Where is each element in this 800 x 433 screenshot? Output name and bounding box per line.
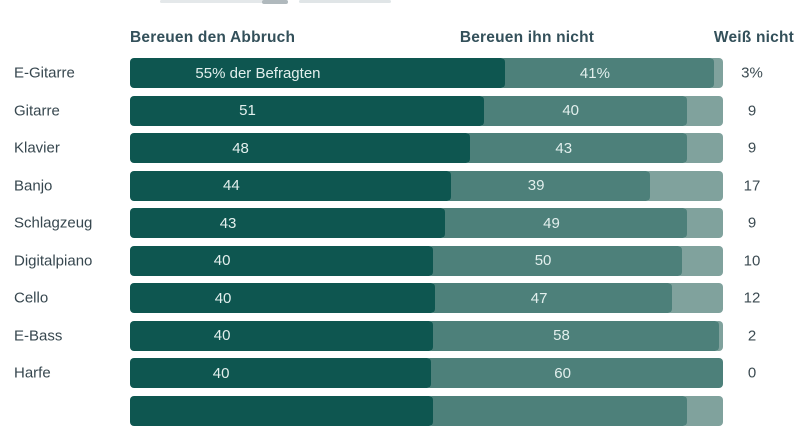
bar-segment-bereuen-nicht: 60 — [425, 358, 723, 388]
cropped-title-remnant — [160, 0, 288, 3]
bar-row: Gitarre 51 40 9 9 — [0, 95, 800, 126]
bar-segment-bereuen-abbruch: 48 — [130, 133, 470, 163]
bar-segment-weiss-nicht: 10 — [676, 245, 723, 276]
segment-value-label: 40 — [213, 252, 231, 269]
cropped-title-remnant — [299, 0, 391, 3]
bar-segment-bereuen-abbruch: 40 — [130, 358, 431, 388]
bar-segment-bereuen-nicht: 50 — [427, 245, 682, 276]
weiss-nicht-value-label: 0 — [747, 364, 757, 382]
column-header-bereuen-ihn-nicht: Bereuen ihn nicht — [459, 29, 595, 46]
segment-value-label: 49 — [543, 214, 560, 232]
stacked-bar: 40 50 10 — [130, 245, 723, 276]
segment-value-label: 39 — [527, 177, 545, 194]
segment-value-label: 41% — [579, 64, 610, 82]
stacked-bar: 51 40 9 — [130, 95, 724, 126]
weiss-nicht-value-label: 3% — [741, 64, 763, 82]
bar-row: Harfe 40 60 0 — [0, 358, 800, 388]
category-label: Gitarre — [14, 102, 60, 119]
weiss-nicht-value-label: 9 — [747, 214, 757, 232]
segment-value-label: 50 — [534, 252, 552, 269]
segment-value-label: 40 — [562, 102, 580, 119]
bar-row: Banjo 44 39 17 17 — [0, 170, 800, 201]
segment-value-label: 43 — [555, 139, 573, 157]
bar-segment-weiss-nicht: 9 — [681, 95, 724, 126]
bar-segment-bereuen-abbruch: 40 — [130, 283, 435, 313]
bar-segment-bereuen-nicht — [427, 395, 687, 426]
bar-row: Cello 40 47 12 12 — [0, 283, 800, 313]
bar-segment-bereuen-nicht: 41% — [499, 58, 715, 88]
segment-value-label: 40 — [213, 327, 231, 344]
bar-segment-bereuen-abbruch: 40 — [130, 320, 433, 351]
bar-row: E-Bass405822 — [0, 320, 800, 351]
category-label: Harfe — [14, 364, 51, 382]
segment-value-label: 43 — [219, 214, 237, 232]
bar-segment-bereuen-abbruch: 40 — [130, 245, 433, 276]
bar-segment-bereuen-nicht: 47 — [429, 283, 673, 313]
bar-segment-bereuen-nicht: 58 — [427, 320, 719, 351]
segment-value-label: 40 — [214, 289, 232, 307]
category-label: E-Bass — [14, 327, 63, 344]
bar-segment-weiss-nicht: 12 — [667, 283, 723, 313]
bar-segment-bereuen-abbruch: 43 — [130, 208, 445, 238]
bar-row: Schlagzeug 43 49 9 9 — [0, 208, 800, 238]
bar-segment-bereuen-abbruch: 55% der Befragten — [130, 58, 505, 88]
segment-value-label: 60 — [554, 364, 571, 382]
bar-segment-bereuen-abbruch: 44 — [130, 170, 452, 201]
stacked-bar: 40 60 — [130, 358, 723, 388]
stacked-bar: 44 39 17 — [130, 170, 723, 201]
category-label: E-Gitarre — [14, 64, 75, 82]
bar-segment-bereuen-nicht: 49 — [439, 208, 687, 238]
bar-segment-weiss-nicht — [681, 395, 724, 426]
weiss-nicht-value-label: 10 — [743, 252, 761, 269]
weiss-nicht-value-label: 17 — [743, 177, 761, 194]
segment-value-label: 51 — [239, 102, 256, 119]
bar-segment-weiss-nicht: 9 — [681, 133, 723, 163]
bar-segment-bereuen-nicht: 40 — [478, 95, 687, 126]
stacked-bar — [130, 395, 724, 426]
stacked-bar: 48 43 9 — [130, 133, 723, 163]
segment-value-label: 44 — [223, 177, 240, 194]
stacked-bar: 40 47 12 — [130, 283, 723, 313]
segment-value-label: 58 — [553, 327, 570, 344]
bar-segment-weiss-nicht: 17 — [644, 170, 723, 201]
weiss-nicht-value-label: 9 — [747, 102, 757, 119]
category-label: Banjo — [14, 177, 53, 194]
weiss-nicht-value-label: 9 — [747, 139, 757, 157]
segment-value-label: 48 — [232, 139, 249, 157]
segment-value-label: 55% der Befragten — [195, 64, 321, 82]
bar-segment-weiss-nicht: 9 — [681, 208, 723, 238]
bar-segment-bereuen-abbruch — [130, 395, 433, 426]
bar-segment-bereuen-nicht: 43 — [464, 133, 687, 163]
bar-row-cutoff — [0, 395, 800, 426]
category-label: Digitalpiano — [14, 252, 93, 269]
cropped-title-remnant — [262, 0, 288, 4]
stacked-bar: 43 49 9 — [130, 208, 723, 238]
bar-segment-bereuen-abbruch: 51 — [130, 95, 484, 126]
segment-value-label: 47 — [530, 289, 548, 307]
bar-segment-bereuen-nicht: 39 — [446, 170, 650, 201]
weiss-nicht-value-label: 2 — [747, 327, 757, 344]
segment-value-label: 40 — [212, 364, 230, 382]
category-label: Schlagzeug — [14, 214, 93, 232]
bar-row: Digitalpiano 40 50 10 10 — [0, 245, 800, 276]
category-label: Cello — [14, 289, 49, 307]
bar-row: Klavier 48 43 9 9 — [0, 133, 800, 163]
column-header-bereuen-den-abbruch: Bereuen den Abbruch — [130, 29, 296, 46]
column-header-weiss-nicht: Weiß nicht — [713, 29, 794, 46]
weiss-nicht-value-label: 12 — [743, 289, 761, 307]
category-label: Klavier — [14, 139, 60, 157]
